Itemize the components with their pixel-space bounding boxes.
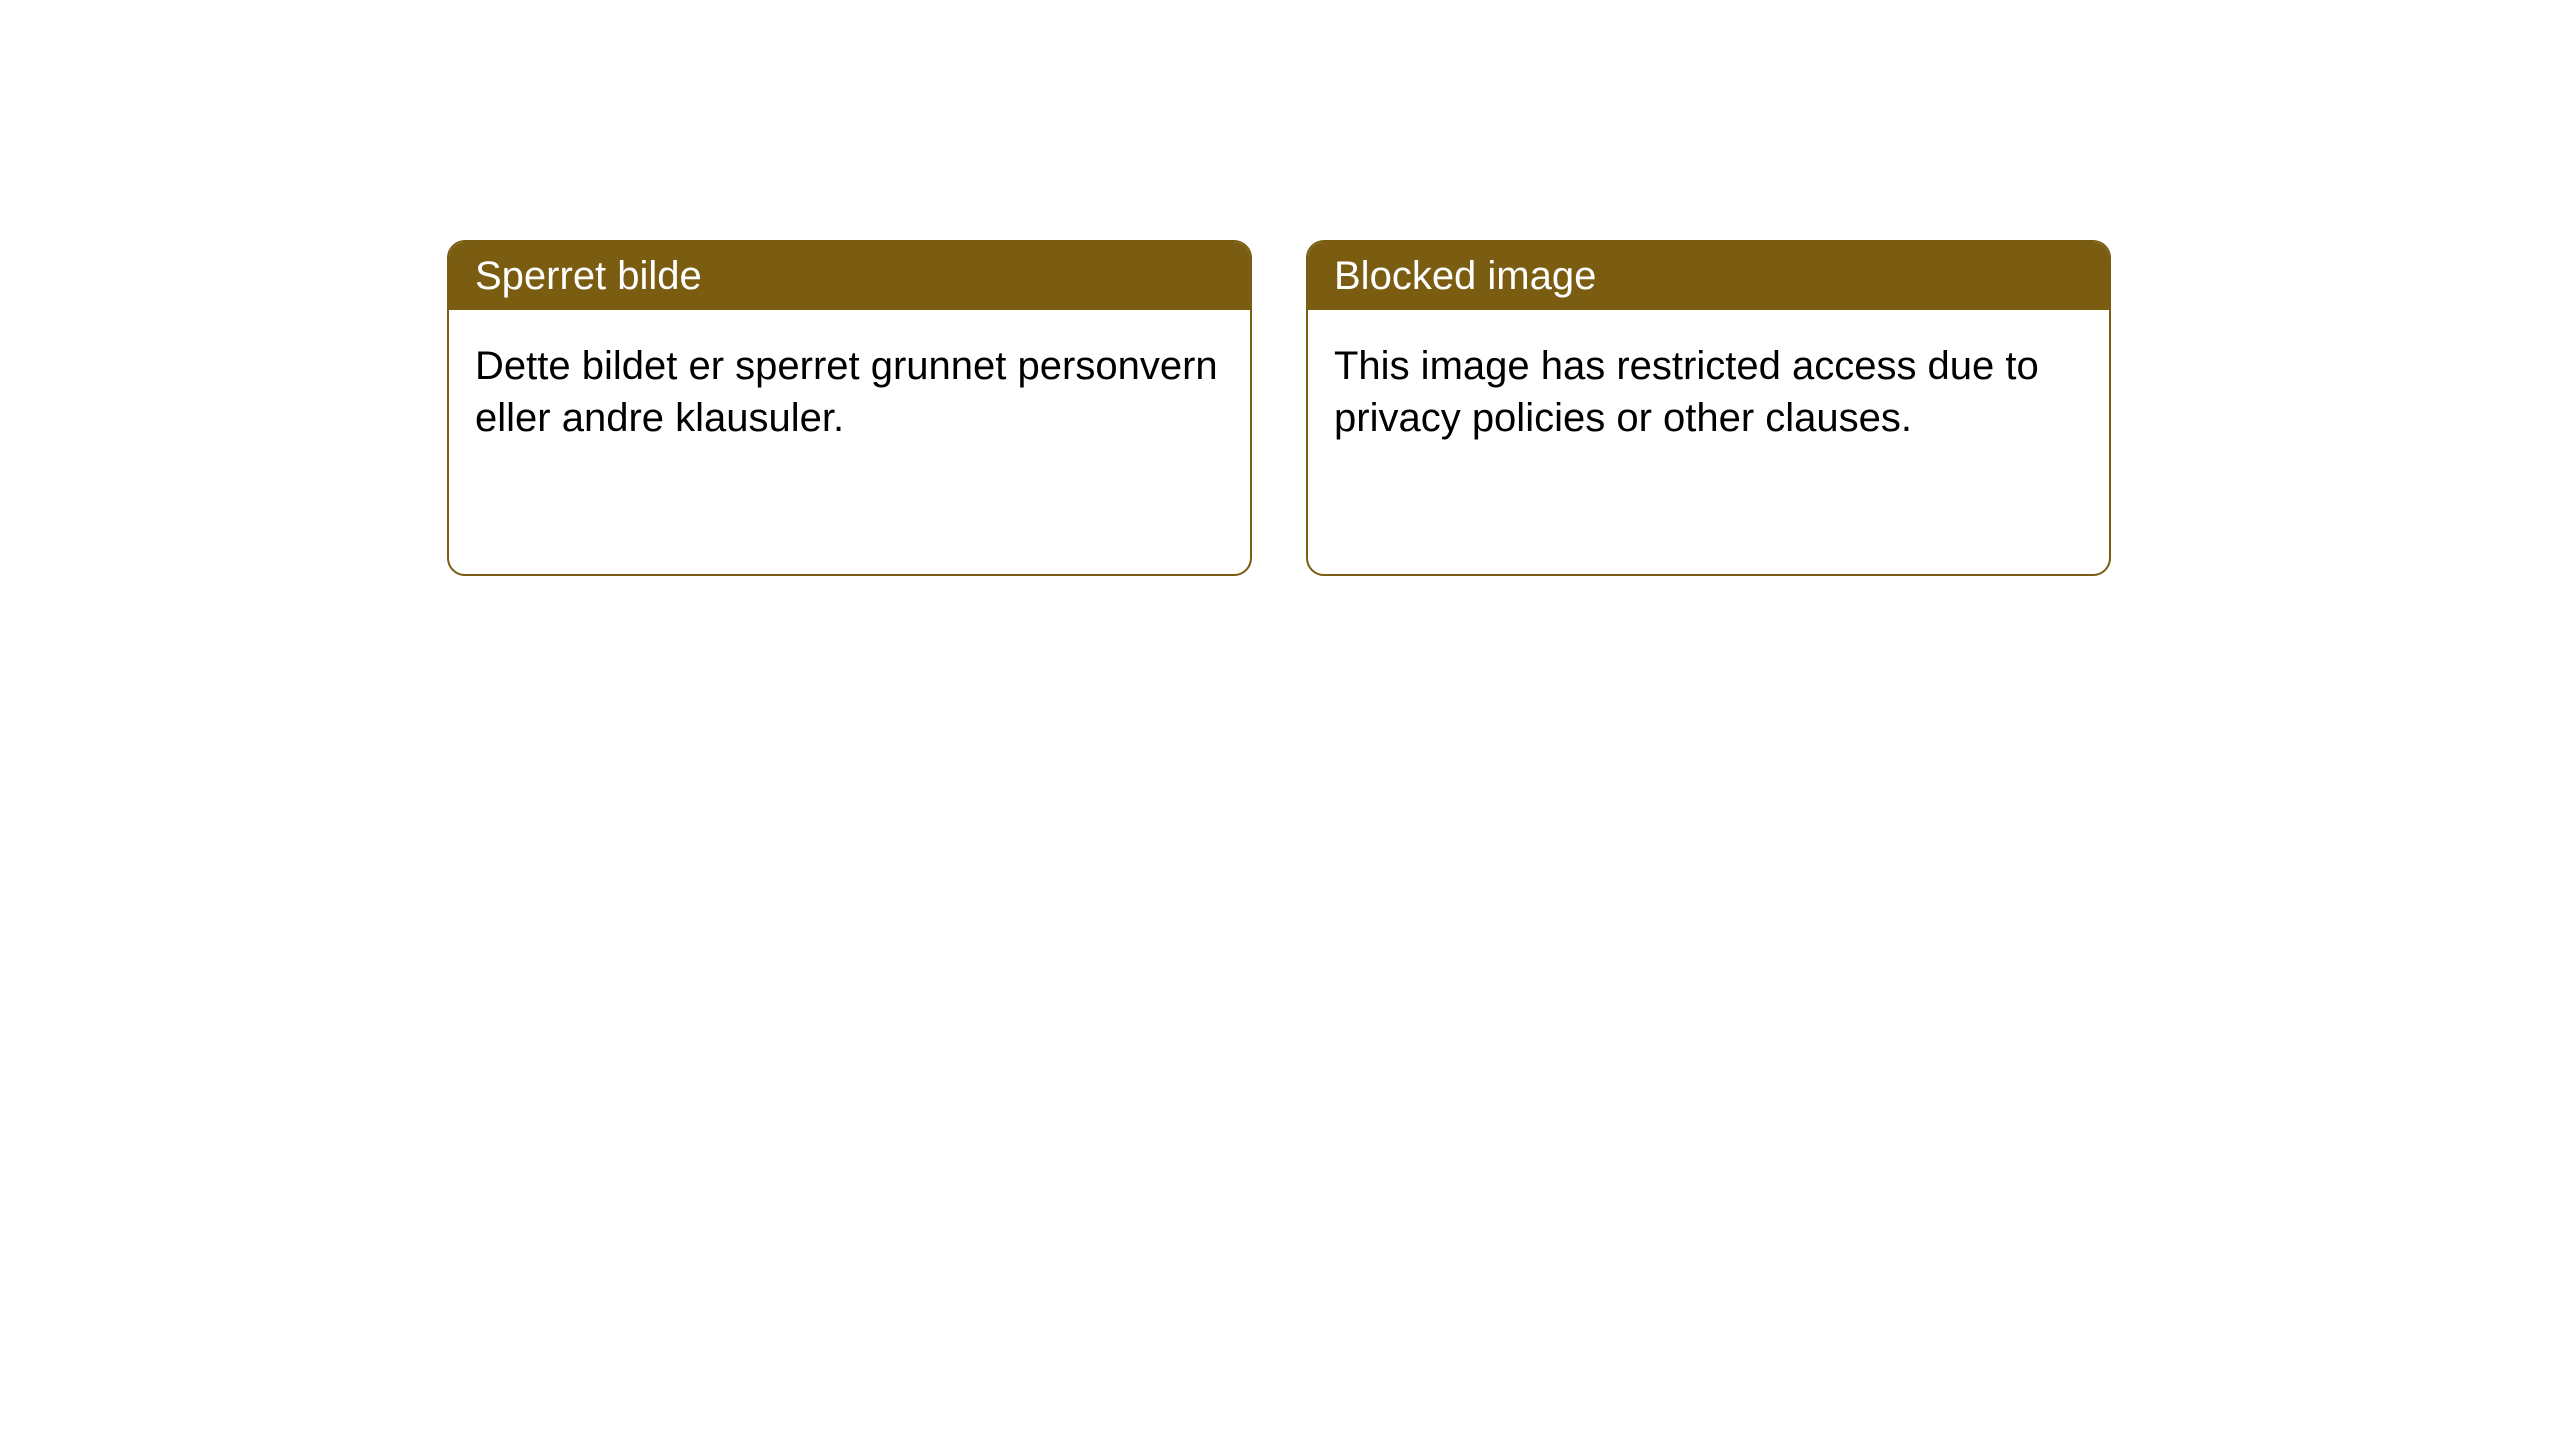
notice-box-norwegian: Sperret bilde Dette bildet er sperret gr…	[447, 240, 1252, 576]
notice-body: This image has restricted access due to …	[1308, 310, 2109, 474]
notice-text: Dette bildet er sperret grunnet personve…	[475, 344, 1218, 440]
notice-header: Blocked image	[1308, 242, 2109, 310]
notice-title: Sperret bilde	[475, 254, 702, 298]
notice-header: Sperret bilde	[449, 242, 1250, 310]
notice-body: Dette bildet er sperret grunnet personve…	[449, 310, 1250, 474]
notices-container: Sperret bilde Dette bildet er sperret gr…	[447, 240, 2111, 576]
notice-text: This image has restricted access due to …	[1334, 344, 2039, 440]
notice-title: Blocked image	[1334, 254, 1596, 298]
notice-box-english: Blocked image This image has restricted …	[1306, 240, 2111, 576]
